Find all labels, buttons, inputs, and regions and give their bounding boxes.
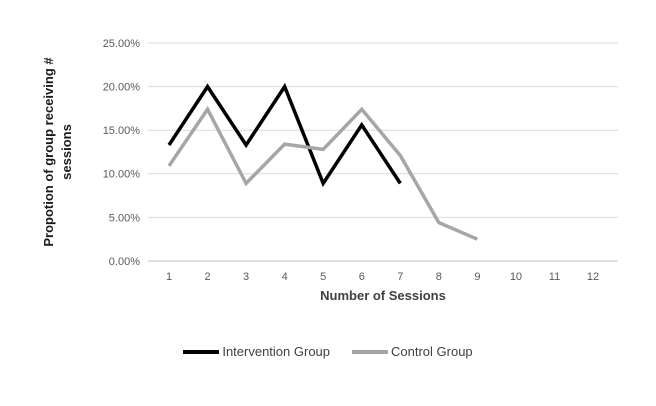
x-tick-label: 11 <box>549 271 560 283</box>
x-tick-label: 1 <box>166 271 172 283</box>
x-tick-label: 4 <box>282 271 288 283</box>
x-axis-title: Number of Sessions <box>320 288 446 303</box>
intervention-line-swatch-icon <box>183 349 220 354</box>
y-tick-label: 20.00% <box>103 81 141 93</box>
y-axis-title: Propotion of group receiving # sessions <box>40 17 78 287</box>
x-tick-label: 7 <box>397 271 403 283</box>
y-tick-label: 10.00% <box>103 169 141 181</box>
legend: Intervention Group Control Group <box>0 344 656 359</box>
y-tick-label: 15.00% <box>103 125 141 137</box>
y-tick-label: 0.00% <box>109 256 140 268</box>
series-line-intervention-group <box>167 82 402 188</box>
y-tick-label: 5.00% <box>109 212 140 224</box>
y-axis-title-line1: Propotion of group receiving # <box>41 57 56 247</box>
control-line-swatch-icon <box>352 349 389 354</box>
x-tick-label: 6 <box>359 271 365 283</box>
y-tick-label: 25.00% <box>103 38 141 50</box>
x-tick-label: 10 <box>510 271 522 283</box>
y-axis-title-line2: sessions <box>59 124 74 180</box>
x-tick-label: 8 <box>436 271 442 283</box>
x-tick-label: 12 <box>587 271 599 283</box>
x-tick-label: 9 <box>474 271 480 283</box>
x-tick-label: 3 <box>243 271 249 283</box>
legend-label-intervention-group: Intervention Group <box>222 344 331 359</box>
legend-item-intervention-group: Intervention Group <box>183 344 330 359</box>
legend-label-control-group: Control Group <box>391 344 473 359</box>
x-tick-label: 5 <box>320 271 326 283</box>
series-line-control-group <box>167 105 479 241</box>
legend-item-control-group: Control Group <box>352 344 473 359</box>
x-tick-label: 2 <box>204 271 210 283</box>
